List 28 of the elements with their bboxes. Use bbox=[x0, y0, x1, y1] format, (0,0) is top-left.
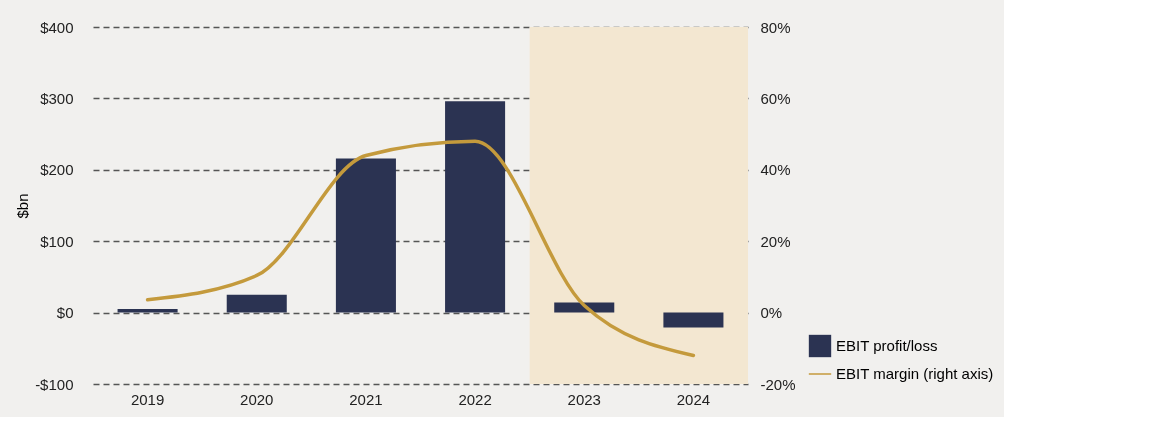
y2-tick-label: 20% bbox=[760, 232, 791, 250]
bar bbox=[117, 309, 178, 313]
y2-tick-label: 80% bbox=[760, 18, 791, 36]
y-tick-label: $200 bbox=[40, 161, 74, 179]
y-tick-label: -$100 bbox=[35, 375, 74, 393]
y2-tick-label: 40% bbox=[760, 161, 791, 179]
x-tick-label: 2020 bbox=[240, 390, 274, 408]
y-tick-label: $0 bbox=[56, 304, 74, 322]
x-tick-label: 2019 bbox=[130, 390, 165, 408]
x-tick-label: 2021 bbox=[349, 390, 383, 408]
y2-tick-label: 60% bbox=[760, 89, 791, 107]
legend-label: EBIT margin (right axis) bbox=[836, 365, 994, 382]
line-series bbox=[145, 139, 696, 358]
y-tick-label: $400 bbox=[40, 18, 74, 36]
bar bbox=[335, 158, 396, 313]
x-tick-label: 2024 bbox=[676, 390, 711, 408]
x-tick-label: 2023 bbox=[567, 390, 601, 408]
y-tick-label: $300 bbox=[40, 89, 74, 107]
y-axis-title: $bn bbox=[14, 193, 32, 219]
y2-tick-label: 0% bbox=[760, 304, 783, 322]
bar bbox=[445, 101, 506, 313]
bar bbox=[226, 294, 287, 313]
y2-tick-label: -20% bbox=[760, 375, 796, 393]
x-tick-label: 2022 bbox=[458, 390, 492, 408]
legend-label: EBIT profit/loss bbox=[836, 337, 938, 354]
y-tick-label: $100 bbox=[40, 232, 74, 250]
bar bbox=[554, 302, 615, 313]
bar bbox=[663, 312, 724, 328]
